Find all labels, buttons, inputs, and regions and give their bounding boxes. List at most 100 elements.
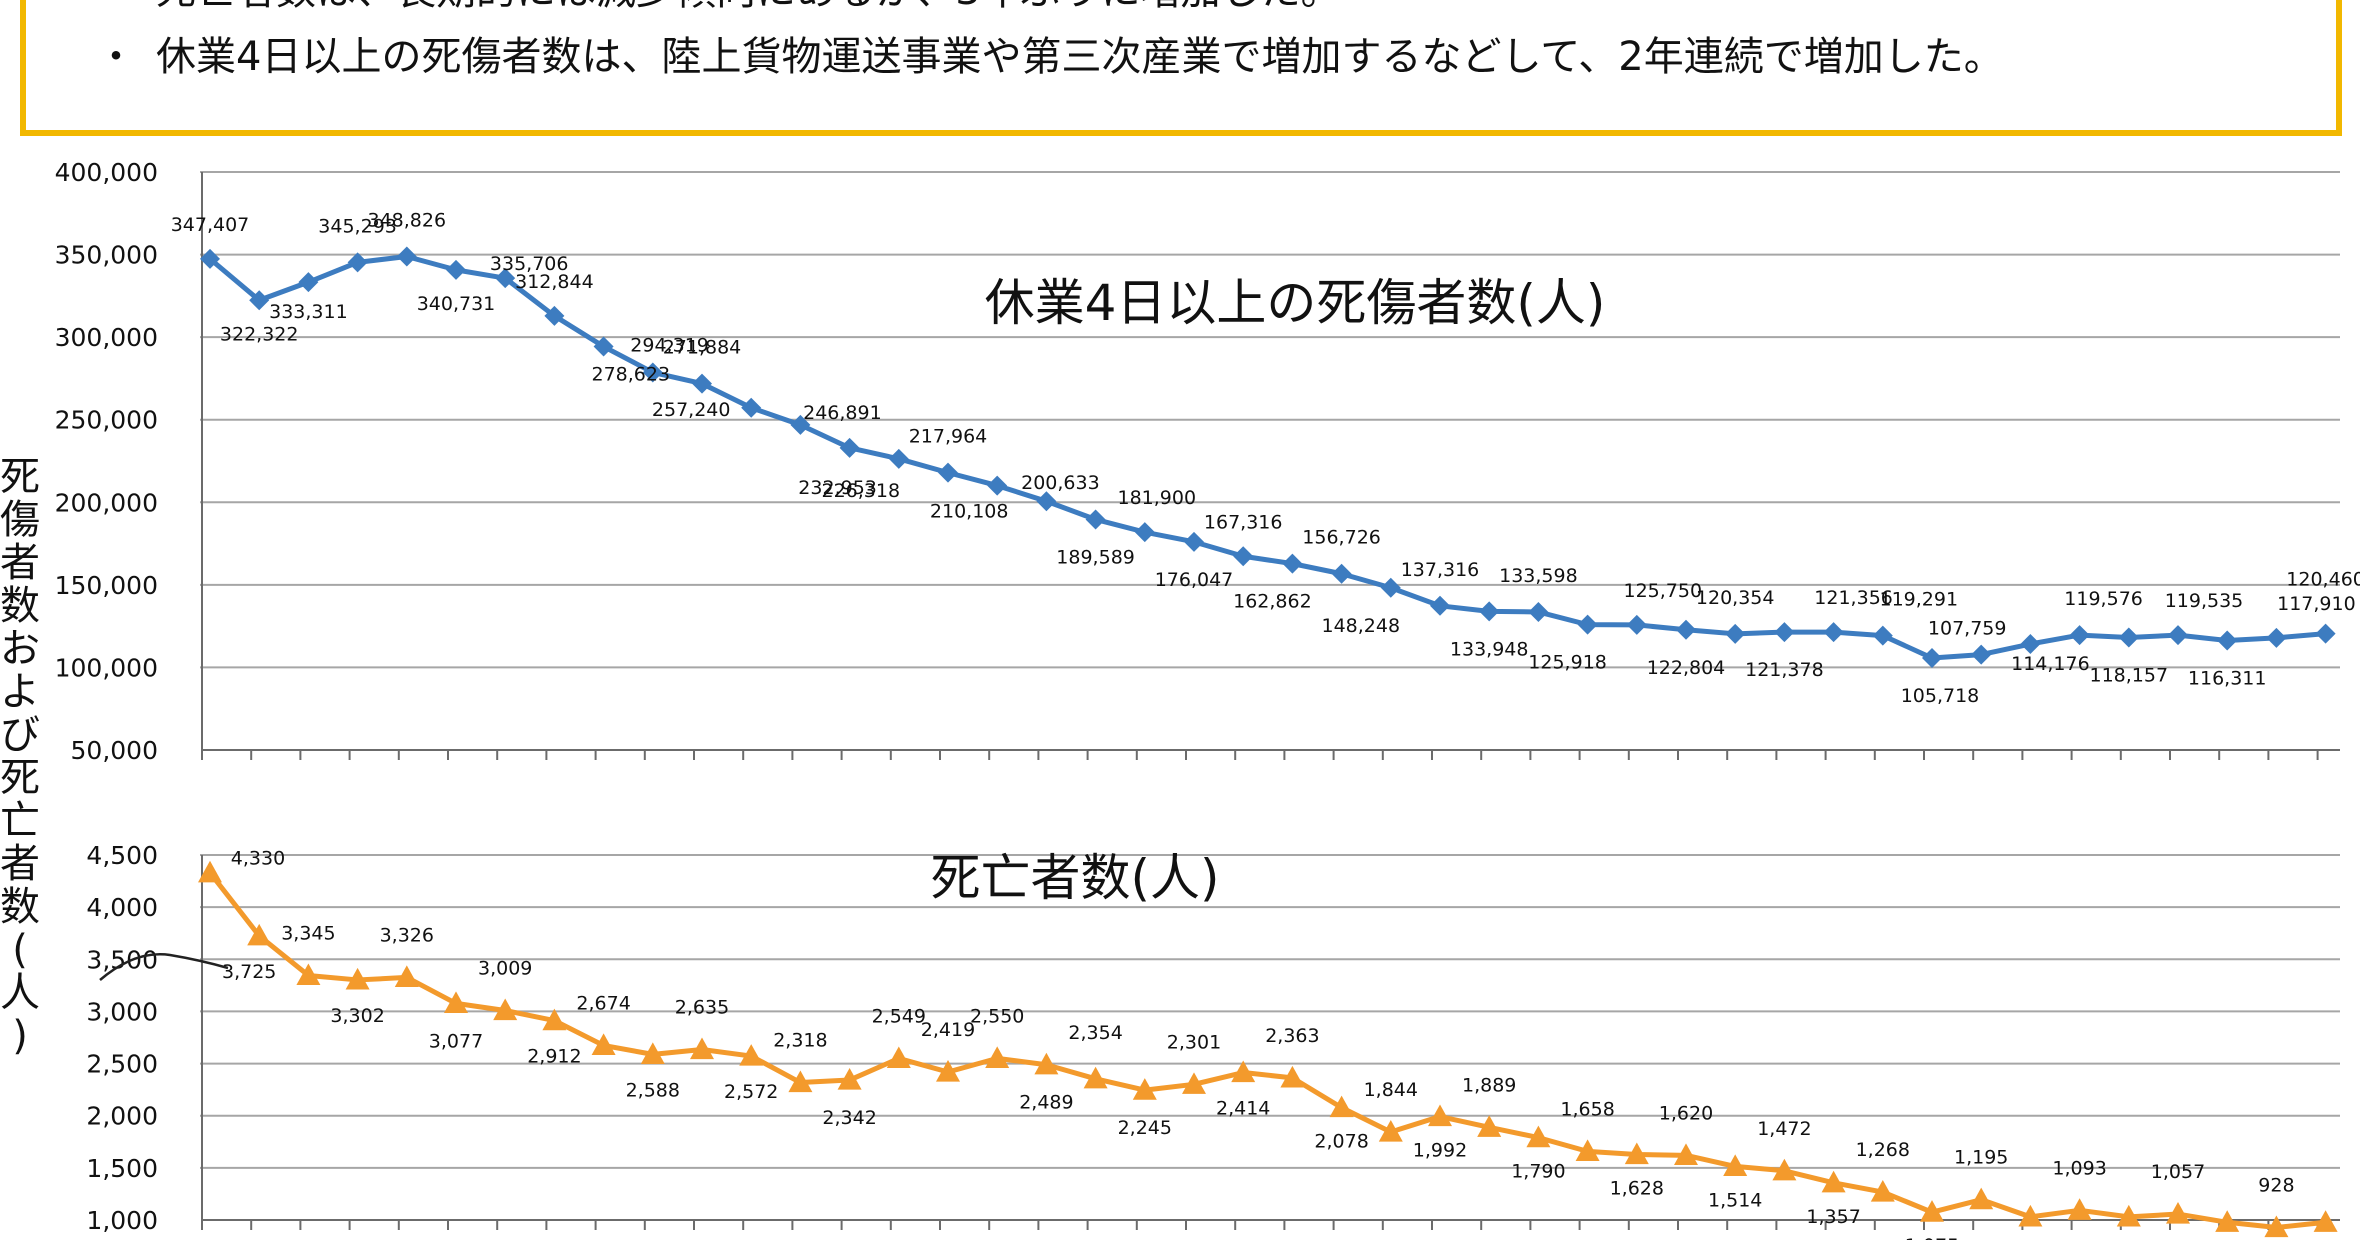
data-label: 107,759 bbox=[1928, 618, 2007, 640]
y-tick-label: 400,000 bbox=[55, 158, 158, 187]
data-point bbox=[837, 1068, 862, 1090]
data-label: 2,674 bbox=[576, 992, 630, 1014]
chart-area: 400,000 350,000 300,000 250,000 200,000 150,0… bbox=[0, 158, 2360, 1240]
data-label: 335,706 bbox=[490, 253, 569, 275]
data-point bbox=[1132, 1078, 1157, 1100]
data-point bbox=[1772, 1158, 1797, 1181]
notice-bullet-text: 休業4日以上の死傷者数は、陸上貨物運送事業や第三次産業で増加するなどして、2年連… bbox=[156, 34, 2004, 80]
data-label: 232,953 bbox=[798, 477, 877, 499]
data-label: 345,293 bbox=[318, 215, 397, 237]
data-point bbox=[1823, 622, 1844, 643]
data-point bbox=[446, 259, 466, 280]
data-point bbox=[2069, 625, 2090, 646]
data-label: 2,363 bbox=[1265, 1025, 1319, 1047]
data-label: 200,633 bbox=[1021, 472, 1100, 494]
data-point bbox=[444, 991, 468, 1013]
data-point bbox=[2067, 1198, 2092, 1220]
data-point bbox=[493, 998, 518, 1021]
data-point bbox=[1526, 1125, 1551, 1148]
data-label: 105,718 bbox=[1901, 685, 1980, 707]
data-label: 118,157 bbox=[2090, 664, 2169, 686]
data-point bbox=[2020, 634, 2041, 655]
data-label: 294,319 bbox=[630, 335, 709, 357]
data-point bbox=[249, 290, 270, 311]
data-label: 340,731 bbox=[417, 293, 496, 315]
y-axis-label-char: お bbox=[0, 626, 40, 672]
data-point bbox=[495, 268, 516, 289]
data-point bbox=[2018, 1204, 2043, 1227]
y-axis-label-char: び bbox=[0, 712, 40, 758]
data-point bbox=[347, 252, 368, 273]
data-point bbox=[936, 1060, 960, 1082]
data-point bbox=[1872, 625, 1893, 646]
y-tick-label: 300,000 bbox=[55, 323, 158, 352]
data-point bbox=[1575, 1139, 1600, 1161]
data-point bbox=[1920, 1200, 1944, 1222]
data-label: 181,900 bbox=[1118, 487, 1197, 509]
data-label: 2,414 bbox=[1216, 1098, 1270, 1120]
data-point bbox=[642, 362, 663, 383]
data-label: 1,268 bbox=[1856, 1139, 1910, 1161]
data-point bbox=[296, 963, 321, 986]
data-label: 1,790 bbox=[1511, 1161, 1565, 1183]
data-point bbox=[1528, 601, 1549, 622]
data-label: 121,378 bbox=[1745, 659, 1824, 681]
data-label: 2,078 bbox=[1314, 1131, 1368, 1153]
data-point bbox=[544, 305, 565, 326]
data-point bbox=[1624, 1142, 1649, 1165]
data-label: 2,489 bbox=[1019, 1092, 1073, 1114]
y-tick-label: 100,000 bbox=[55, 653, 158, 682]
data-point bbox=[1134, 522, 1155, 543]
data-label: 1,057 bbox=[2151, 1161, 2205, 1183]
data-point bbox=[985, 1046, 1010, 1068]
data-point bbox=[1674, 1143, 1698, 1165]
data-label: 2,318 bbox=[773, 1030, 827, 1052]
data-point bbox=[1034, 1052, 1059, 1075]
data-point bbox=[1725, 623, 1746, 644]
data-label: 1,889 bbox=[1462, 1074, 1516, 1096]
data-point bbox=[788, 1070, 813, 1093]
data-label: 4,330 bbox=[231, 848, 285, 870]
data-point bbox=[1870, 1180, 1895, 1202]
data-label: 271,884 bbox=[663, 337, 742, 359]
data-point bbox=[739, 1044, 764, 1066]
data-point bbox=[396, 246, 417, 267]
data-label: 226,318 bbox=[822, 480, 901, 502]
chart-title: 死亡者数(人) bbox=[930, 849, 1219, 907]
data-point bbox=[1282, 553, 1303, 574]
data-point bbox=[593, 336, 614, 357]
data-label: 1,628 bbox=[1610, 1178, 1664, 1200]
bullet-mark: ・ bbox=[96, 34, 136, 80]
data-point bbox=[1626, 614, 1647, 635]
data-point bbox=[200, 248, 220, 269]
y-axis-label-char: 亡 bbox=[0, 798, 40, 844]
data-label: 120,460 bbox=[2286, 569, 2360, 591]
data-point bbox=[1083, 1066, 1108, 1089]
data-label: 3,302 bbox=[330, 1005, 384, 1027]
data-point bbox=[2217, 630, 2238, 651]
y-axis-label-char: 傷 bbox=[0, 497, 40, 543]
data-point bbox=[247, 923, 272, 946]
data-label: 3,077 bbox=[429, 1030, 483, 1052]
data-point bbox=[1723, 1154, 1748, 1176]
data-label: 125,918 bbox=[1528, 652, 1607, 674]
data-label: 116,311 bbox=[2188, 667, 2267, 689]
data-point bbox=[1233, 546, 1254, 567]
data-label: 2,301 bbox=[1167, 1031, 1221, 1053]
data-point bbox=[1676, 619, 1696, 640]
data-point bbox=[2215, 1210, 2240, 1232]
data-label: 117,910 bbox=[2277, 593, 2356, 615]
chart-title: 休業4日以上の死傷者数(人) bbox=[985, 274, 1606, 332]
data-label: 347,407 bbox=[171, 214, 250, 236]
data-point bbox=[1280, 1065, 1305, 1088]
y-axis: 400,000 350,000 300,000 250,000 200,000 150,0… bbox=[0, 158, 158, 1235]
data-point bbox=[198, 860, 222, 883]
data-point bbox=[1378, 1119, 1403, 1142]
notice-bullet: ・休業4日以上の死傷者数は、陸上貨物運送事業や第三次産業で増加するなどして、2年… bbox=[96, 24, 2004, 82]
y-tick-label: 50,000 bbox=[71, 736, 158, 765]
y-axis-label-char: 者 bbox=[0, 841, 40, 887]
data-label: 122,804 bbox=[1647, 657, 1726, 679]
data-point bbox=[790, 414, 811, 435]
